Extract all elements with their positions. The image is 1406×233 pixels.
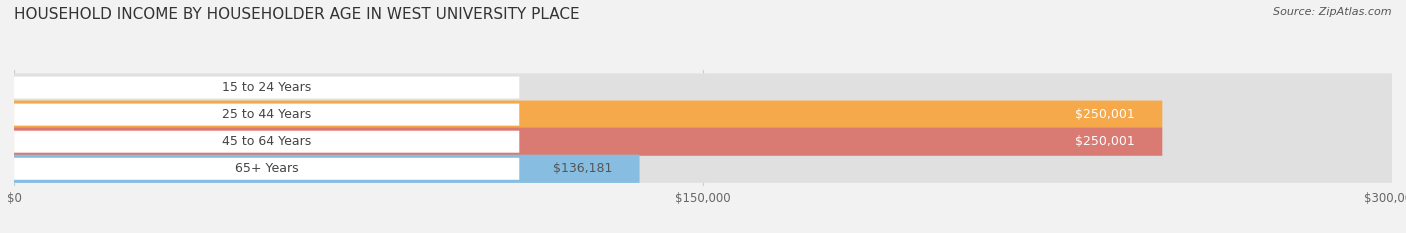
FancyBboxPatch shape: [14, 100, 1392, 129]
FancyBboxPatch shape: [14, 128, 1163, 156]
Text: 65+ Years: 65+ Years: [235, 162, 298, 175]
FancyBboxPatch shape: [14, 104, 519, 126]
FancyBboxPatch shape: [14, 76, 519, 99]
FancyBboxPatch shape: [14, 131, 519, 153]
FancyBboxPatch shape: [14, 155, 1392, 183]
Text: HOUSEHOLD INCOME BY HOUSEHOLDER AGE IN WEST UNIVERSITY PLACE: HOUSEHOLD INCOME BY HOUSEHOLDER AGE IN W…: [14, 7, 579, 22]
FancyBboxPatch shape: [14, 155, 640, 183]
Text: $0: $0: [51, 81, 67, 94]
Text: 25 to 44 Years: 25 to 44 Years: [222, 108, 311, 121]
Text: Source: ZipAtlas.com: Source: ZipAtlas.com: [1274, 7, 1392, 17]
Text: 45 to 64 Years: 45 to 64 Years: [222, 135, 311, 148]
Text: $250,001: $250,001: [1076, 108, 1135, 121]
FancyBboxPatch shape: [14, 73, 1392, 102]
FancyBboxPatch shape: [14, 128, 1392, 156]
Text: 15 to 24 Years: 15 to 24 Years: [222, 81, 311, 94]
FancyBboxPatch shape: [14, 100, 1163, 129]
FancyBboxPatch shape: [14, 158, 519, 180]
Text: $136,181: $136,181: [553, 162, 612, 175]
Text: $250,001: $250,001: [1076, 135, 1135, 148]
